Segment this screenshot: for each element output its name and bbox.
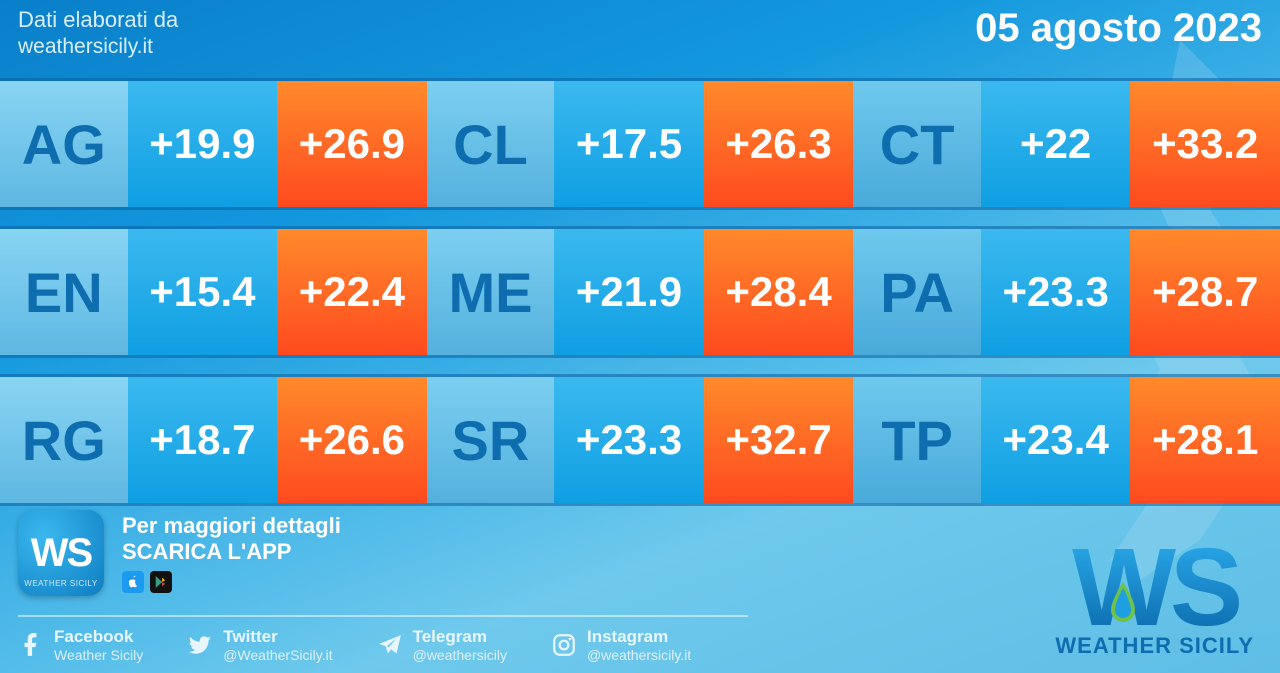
social-twitter: Twitter @WeatherSicily.it bbox=[187, 627, 332, 663]
city-code: CT bbox=[853, 81, 981, 207]
temp-high: +28.1 bbox=[1130, 377, 1280, 503]
app-promo-line1: Per maggiori dettagli bbox=[122, 513, 341, 539]
store-icons bbox=[122, 571, 341, 593]
temp-low: +15.4 bbox=[128, 229, 278, 355]
header-date: 05 agosto 2023 bbox=[975, 6, 1262, 51]
app-promo-line2: SCARICA L'APP bbox=[122, 539, 341, 565]
appstore-icon bbox=[122, 571, 144, 593]
instagram-icon bbox=[551, 632, 577, 658]
social-handle: @weathersicily.it bbox=[587, 647, 691, 663]
header-source: Dati elaborati da weathersicily.it bbox=[18, 6, 178, 60]
temp-high: +32.7 bbox=[704, 377, 854, 503]
temp-high: +26.3 bbox=[704, 81, 854, 207]
telegram-icon bbox=[377, 632, 403, 658]
social-handle: @weathersicily bbox=[413, 647, 507, 663]
twitter-icon bbox=[187, 632, 213, 658]
playstore-icon bbox=[150, 571, 172, 593]
social-title: Twitter bbox=[223, 627, 332, 647]
weather-sicily-logo: WS WEATHER SICILY bbox=[1055, 538, 1254, 659]
source-line1: Dati elaborati da bbox=[18, 6, 178, 34]
temp-high: +33.2 bbox=[1130, 81, 1280, 207]
social-handle: @WeatherSicily.it bbox=[223, 647, 332, 663]
city-code: RG bbox=[0, 377, 128, 503]
facebook-icon bbox=[18, 632, 44, 658]
grid-row: RG +18.7 +26.6 SR +23.3 +32.7 TP +23.4 +… bbox=[0, 374, 1280, 506]
footer-app-promo: WS WEATHER SICILY Per maggiori dettagli … bbox=[18, 510, 341, 596]
temp-low: +19.9 bbox=[128, 81, 278, 207]
social-handle: Weather Sicily bbox=[54, 647, 143, 663]
city-code: PA bbox=[853, 229, 981, 355]
temp-low: +18.7 bbox=[128, 377, 278, 503]
social-telegram: Telegram @weathersicily bbox=[377, 627, 507, 663]
city-code: SR bbox=[427, 377, 555, 503]
social-instagram: Instagram @weathersicily.it bbox=[551, 627, 691, 663]
grid-row: AG +19.9 +26.9 CL +17.5 +26.3 CT +22 +33… bbox=[0, 78, 1280, 210]
ws-app-badge: WS WEATHER SICILY bbox=[18, 510, 104, 596]
social-links: Facebook Weather Sicily Twitter @Weather… bbox=[18, 615, 748, 663]
ws-badge-letters: WS bbox=[31, 531, 91, 576]
temp-high: +28.7 bbox=[1130, 229, 1280, 355]
temp-high: +22.4 bbox=[277, 229, 427, 355]
source-line2: weathersicily.it bbox=[18, 34, 178, 60]
social-facebook: Facebook Weather Sicily bbox=[18, 627, 143, 663]
logo-letters: WS bbox=[1055, 538, 1254, 637]
city-code: ME bbox=[427, 229, 555, 355]
ws-badge-sub: WEATHER SICILY bbox=[24, 579, 97, 588]
social-title: Telegram bbox=[413, 627, 507, 647]
city-code: TP bbox=[853, 377, 981, 503]
temp-low: +17.5 bbox=[554, 81, 704, 207]
app-promo-text: Per maggiori dettagli SCARICA L'APP bbox=[122, 513, 341, 593]
temp-high: +26.9 bbox=[277, 81, 427, 207]
temp-low: +23.3 bbox=[981, 229, 1131, 355]
city-code: AG bbox=[0, 81, 128, 207]
temp-low: +23.3 bbox=[554, 377, 704, 503]
city-code: CL bbox=[427, 81, 555, 207]
social-title: Instagram bbox=[587, 627, 691, 647]
temp-low: +21.9 bbox=[554, 229, 704, 355]
social-title: Facebook bbox=[54, 627, 143, 647]
temp-low: +22 bbox=[981, 81, 1131, 207]
temp-high: +26.6 bbox=[277, 377, 427, 503]
grid-row: EN +15.4 +22.4 ME +21.9 +28.4 PA +23.3 +… bbox=[0, 226, 1280, 358]
temp-low: +23.4 bbox=[981, 377, 1131, 503]
city-code: EN bbox=[0, 229, 128, 355]
temp-high: +28.4 bbox=[704, 229, 854, 355]
header: Dati elaborati da weathersicily.it 05 ag… bbox=[18, 6, 1262, 60]
logo-drop-icon bbox=[1109, 582, 1137, 622]
temperature-grid: AG +19.9 +26.9 CL +17.5 +26.3 CT +22 +33… bbox=[0, 78, 1280, 506]
